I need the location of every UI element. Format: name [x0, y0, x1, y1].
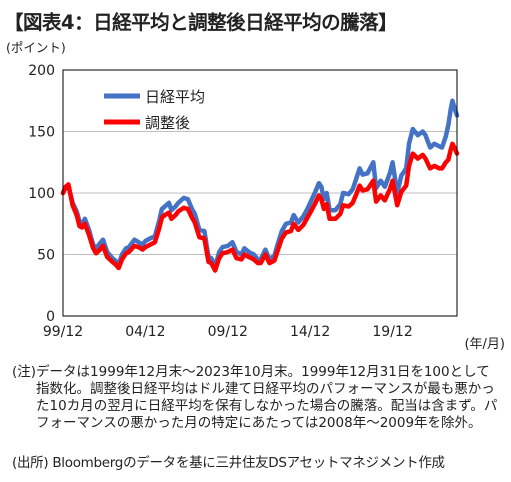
y-tick-label: 0 [46, 309, 55, 325]
source-note: (出所) Bloombergのデータを基に三井住友DSアセットマネジメント作成 [12, 455, 445, 471]
x-tick-label: 09/12 [208, 324, 248, 340]
y-axis-label: (ポイント) [6, 40, 66, 55]
y-tick-label: 150 [28, 125, 55, 141]
legend-label-nikkei: 日経平均 [145, 88, 205, 106]
y-tick-label: 200 [28, 63, 55, 79]
plot-area-frame [62, 69, 458, 317]
series-line-adjusted [60, 141, 460, 273]
x-axis-label: (年/月) [464, 337, 505, 352]
axes: 0 50 100 150 200 99/12 04/12 09/12 14/12 19/12 (ポイ… [6, 40, 505, 352]
line-chart: 0 50 100 150 200 99/12 04/12 09/12 14/12 19/12 (ポイ… [6, 40, 505, 352]
y-tick-label: 50 [37, 248, 55, 264]
y-tick-label: 100 [28, 186, 55, 202]
x-tick-label: 14/12 [290, 324, 330, 340]
legend-label-adjusted: 調整後 [145, 114, 190, 132]
series-lines [60, 98, 460, 273]
footnote: (注) データは1999年12月末〜2023年10月末。1999年12月31日を… [12, 364, 502, 432]
chart-title: 【図表4：日経平均と調整後日経平均の騰落】 [4, 11, 398, 34]
x-tick-label: 19/12 [372, 324, 412, 340]
x-tick-label: 99/12 [43, 324, 83, 340]
footnote-head: (注) [12, 364, 37, 380]
footnote-body: データは1999年12月末〜2023年10月末。1999年12月31日を100と… [36, 364, 498, 431]
x-tick-label: 04/12 [125, 324, 165, 340]
series-line-nikkei [60, 98, 460, 270]
